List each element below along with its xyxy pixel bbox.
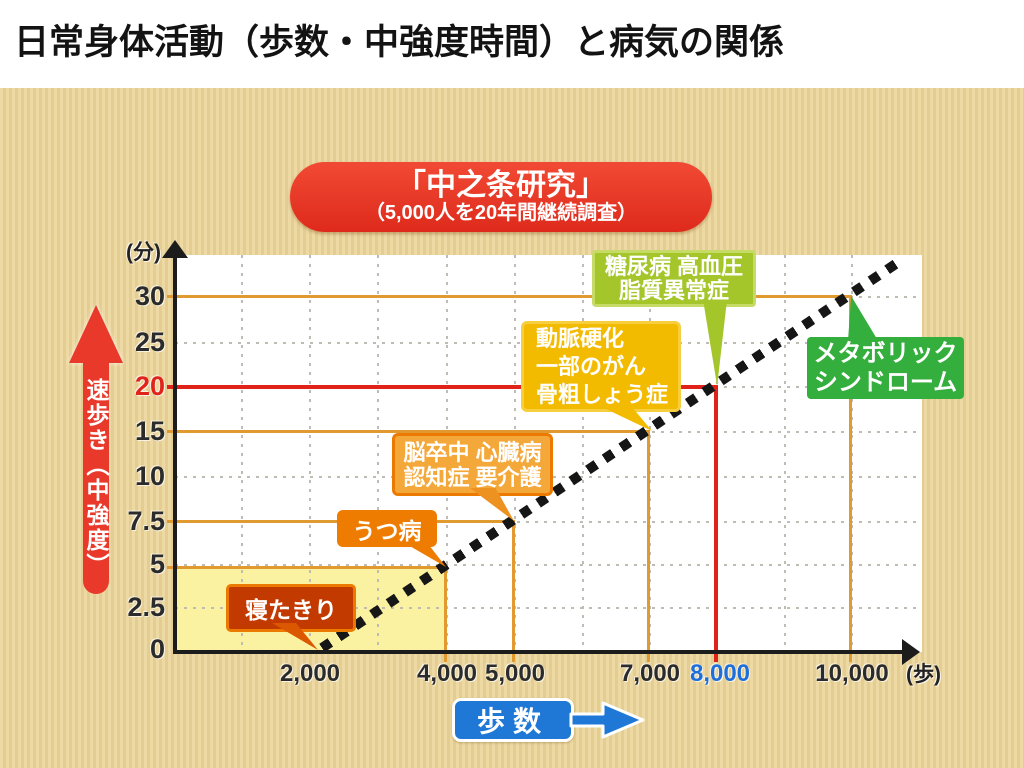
y-tick-7.5: 7.5 — [127, 506, 165, 536]
y-axis-arrowhead-icon — [162, 240, 188, 258]
x-axis-unit: (歩) — [906, 663, 941, 686]
y-axis-line — [173, 256, 177, 654]
callout-line: 一部のがん — [536, 353, 647, 379]
x-tick-2000: 2,000 — [279, 660, 341, 687]
callout-line: うつ病 — [352, 517, 422, 544]
callout-line: 動脈硬化 — [536, 325, 625, 351]
x-tick-7000: 7,000 — [619, 660, 681, 687]
callout-line: 糖尿病 高血圧 — [604, 253, 744, 279]
threshold-line-30min — [167, 295, 852, 298]
callout-arteriosclerosis: 動脈硬化 一部のがん 骨粗しょう症 — [521, 321, 681, 412]
gridline-v-2000 — [309, 255, 311, 652]
gridline-v-9000 — [784, 255, 786, 652]
callout-line: シンドローム — [813, 369, 958, 396]
x-axis-label: 歩数 — [476, 706, 549, 737]
x-axis-arrowhead-icon — [902, 639, 920, 665]
gridline-h-2.5 — [175, 607, 922, 609]
speed-axis-arrow-icon — [69, 305, 123, 363]
chart-panel: 「中之条研究」 （5,000人を20年間継続調査） — [0, 88, 1024, 768]
x-axis-label-badge: 歩数 — [452, 698, 574, 742]
study-banner-subtitle: （5,000人を20年間継続調査） — [364, 202, 638, 224]
gridline-v-7000 — [649, 255, 651, 652]
gridline-h-7.5 — [175, 521, 922, 523]
callout-diabetes-hypertension: 糖尿病 高血圧 脂質異常症 — [592, 250, 756, 307]
threshold-line-4000steps — [444, 566, 447, 662]
steps-arrow-icon — [569, 701, 645, 739]
x-tick-5000: 5,000 — [484, 660, 546, 687]
callout-line: 脳卒中 心臓病 — [403, 439, 542, 465]
speed-axis-arrow-stem — [83, 360, 109, 594]
study-banner: 「中之条研究」 （5,000人を20年間継続調査） — [290, 162, 712, 232]
y-tick-30: 30 — [134, 281, 165, 311]
threshold-line-8000steps-red — [714, 385, 718, 662]
callout-depression: うつ病 — [337, 510, 437, 547]
gridline-v-3000 — [377, 255, 379, 652]
y-tick-15: 15 — [134, 416, 165, 446]
y-tick-2.5: 2.5 — [127, 592, 165, 622]
callout-line: 寝たきり — [245, 597, 337, 623]
y-tick-0: 0 — [149, 634, 165, 664]
gridline-h-5 — [175, 564, 922, 566]
gridline-v-1000 — [241, 255, 243, 652]
y-tick-5: 5 — [149, 549, 165, 579]
callout-line: メタボリック — [813, 340, 958, 367]
threshold-line-20min-red — [167, 385, 718, 389]
page-title: 日常身体活動（歩数・中強度時間）と病気の関係 — [14, 23, 785, 62]
callout-stroke-dementia: 脳卒中 心臓病 認知症 要介護 — [392, 433, 553, 496]
callout-line: 骨粗しょう症 — [536, 381, 669, 407]
x-tick-4000: 4,000 — [416, 660, 478, 687]
y-tick-20: 20 — [134, 371, 165, 401]
threshold-line-5000steps — [512, 520, 515, 662]
callout-line: 脂質異常症 — [618, 277, 729, 303]
gridline-v-10000 — [851, 255, 853, 652]
y-tick-10: 10 — [134, 461, 165, 491]
x-tick-10000: 10,000 — [815, 660, 889, 687]
y-axis-unit: (分) — [126, 241, 161, 264]
x-tick-8000: 8,000 — [689, 660, 751, 687]
callout-line: 認知症 要介護 — [403, 464, 542, 490]
study-banner-title: 「中之条研究」 — [396, 169, 606, 202]
threshold-line-10000steps — [849, 295, 852, 662]
threshold-line-15min — [167, 430, 650, 433]
threshold-line-5min — [167, 566, 447, 569]
y-tick-25: 25 — [134, 327, 165, 357]
y-axis-label: 速歩き（中強度） — [83, 378, 109, 578]
gridline-v-6000 — [582, 255, 584, 652]
x-axis-line — [173, 650, 904, 654]
callout-metabolic-syndrome: メタボリック シンドローム — [807, 337, 964, 399]
threshold-line-7000steps — [647, 430, 650, 662]
